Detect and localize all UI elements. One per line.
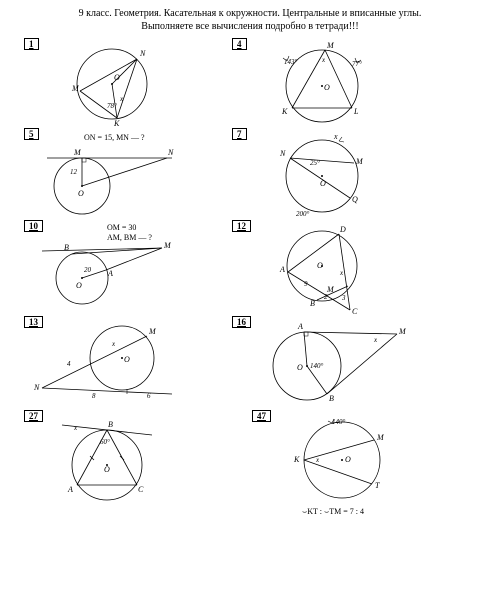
given-line1: OM = 30 [107, 223, 136, 232]
point-L: L [353, 107, 359, 116]
point-M: M [376, 433, 385, 442]
row-3: 10 OM = 30 AM, BM — ? B A M O 20 12 [12, 220, 488, 314]
val-9: 9 [304, 280, 308, 288]
problem-number: 7 [232, 128, 247, 140]
x-label: x [111, 340, 116, 348]
arc-200: 200° [296, 210, 310, 218]
val-3: 3 [341, 294, 346, 302]
val-6: 6 [147, 392, 151, 400]
point-O: O [324, 83, 330, 92]
problem-number: 10 [24, 220, 43, 232]
x-label: x [339, 269, 344, 277]
arc-77: 77° [352, 60, 362, 68]
problem-number: 47 [252, 410, 271, 422]
point-N: N [167, 148, 174, 157]
point-A: A [279, 265, 285, 274]
point-K: K [113, 119, 120, 126]
row-1: 1 M N O K 78° x 4 M K [12, 36, 488, 126]
point-O: O [104, 465, 110, 474]
point-A: A [67, 485, 73, 494]
problem-number: 16 [232, 316, 251, 328]
point-N: N [33, 383, 40, 392]
row-2: 5 ON = 15, MN — ? M N O 12 7 N M Q O [12, 128, 488, 218]
point-M: M [326, 41, 335, 50]
problem-number: 1 [24, 38, 39, 50]
arc-143: 143° [284, 58, 298, 66]
given-line2: AM, BM — ? [107, 233, 152, 242]
point-O: O [114, 73, 120, 82]
point-O: O [76, 281, 82, 290]
problem-27: 27 B A C O 60° x [12, 410, 212, 510]
point-D: D [339, 225, 346, 234]
point-M: M [71, 84, 80, 93]
val-12: 12 [70, 168, 78, 176]
point-O: O [317, 261, 323, 270]
point-x: x [333, 132, 338, 141]
point-B: B [64, 243, 69, 252]
angle-60: 60° [100, 438, 110, 446]
point-M: M [398, 327, 407, 336]
point-N: N [279, 149, 286, 158]
val-20: 20 [84, 266, 92, 274]
angle-140: 140° [310, 362, 324, 370]
point-M: M [148, 327, 157, 336]
problem-number: 12 [232, 220, 251, 232]
point-C: C [138, 485, 144, 494]
point-A: A [107, 269, 113, 278]
problem-number: 4 [232, 38, 247, 50]
problem-number: 5 [24, 128, 39, 140]
point-T: T [375, 481, 380, 490]
problem-7: 7 N M Q O x 25° 200° [232, 128, 432, 218]
point-M: M [355, 157, 364, 166]
point-O: O [78, 189, 84, 198]
point-O: O [124, 355, 130, 364]
point-C: C [352, 307, 358, 314]
point-M: M [163, 241, 172, 250]
page-title: 9 класс. Геометрия. Касательная к окружн… [12, 8, 488, 19]
point-Q: Q [352, 195, 358, 204]
point-B: B [329, 394, 334, 403]
problem-47: 47 K M T O 140° x ⌣KT : ⌣TM = 7 : 4 [232, 410, 452, 520]
point-B: B [108, 420, 113, 429]
problem-1: 1 M N O K 78° x [12, 36, 212, 126]
val-2: 2 [324, 293, 328, 301]
given-text: ON = 15, MN — ? [84, 133, 145, 142]
problem-13: 13 N M O 4 x 8 6 [12, 316, 212, 408]
angle-78: 78° [107, 102, 117, 110]
page-subtitle: Выполняете все вычисления подробно в тет… [12, 21, 488, 32]
val-8: 8 [92, 392, 96, 400]
point-M: M [73, 148, 82, 157]
row-4: 13 N M O 4 x 8 6 16 A B [12, 316, 488, 408]
ratio-text: ⌣KT : ⌣TM = 7 : 4 [302, 507, 364, 516]
x-label: x [373, 336, 378, 344]
point-K: K [281, 107, 288, 116]
point-N: N [139, 49, 146, 58]
problem-number: 27 [24, 410, 43, 422]
x-label: x [315, 456, 320, 464]
problem-4: 4 M K L O 143° 77° x [232, 36, 432, 126]
point-K: K [293, 455, 300, 464]
point-O: O [320, 179, 326, 188]
problem-number: 13 [24, 316, 43, 328]
angle-25: 25° [310, 159, 320, 167]
x-label: x [321, 56, 326, 64]
point-O: O [345, 455, 351, 464]
point-O: O [297, 363, 303, 372]
row-5: 27 B A C O 60° x 47 K [12, 410, 488, 520]
val-4: 4 [67, 360, 71, 368]
x-label: x [73, 424, 78, 432]
point-B: B [310, 299, 315, 308]
problem-10: 10 OM = 30 AM, BM — ? B A M O 20 [12, 220, 212, 310]
problem-12: 12 A D B C M O 9 2 3 x [232, 220, 432, 314]
point-A: A [297, 322, 303, 331]
problem-16: 16 A B M O 140° x [232, 316, 432, 408]
problem-5: 5 ON = 15, MN — ? M N O 12 [12, 128, 212, 218]
